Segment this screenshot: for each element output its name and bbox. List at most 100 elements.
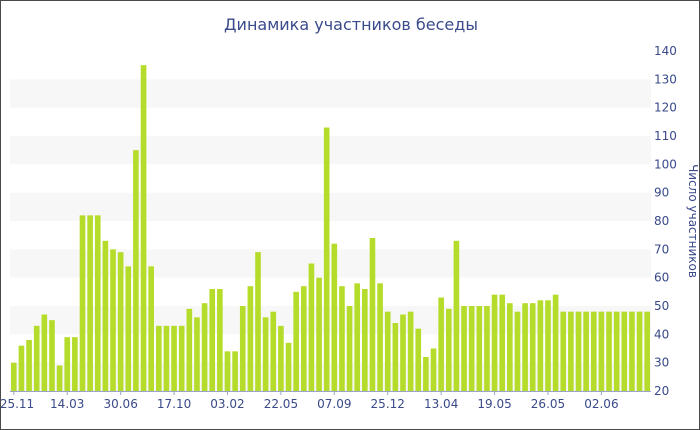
bar bbox=[339, 286, 345, 391]
bar bbox=[407, 311, 414, 391]
bar bbox=[155, 325, 162, 391]
bar bbox=[545, 300, 551, 391]
bar bbox=[568, 311, 574, 391]
x-tick-label: 25.11 bbox=[1, 397, 34, 411]
bar bbox=[346, 306, 353, 391]
bar bbox=[606, 311, 612, 391]
bar bbox=[133, 150, 139, 391]
x-tick-label: 19.05 bbox=[477, 397, 511, 411]
bar bbox=[323, 127, 330, 391]
bar bbox=[117, 252, 124, 391]
bar bbox=[354, 283, 361, 391]
x-tick-label: 25.12 bbox=[371, 397, 405, 411]
grid-band bbox=[10, 136, 651, 165]
bar bbox=[140, 65, 147, 392]
bar bbox=[377, 283, 383, 391]
bar bbox=[56, 365, 63, 391]
bar bbox=[308, 263, 315, 391]
bar bbox=[499, 294, 506, 391]
x-tick-label: 14.03 bbox=[50, 397, 84, 411]
bar bbox=[369, 238, 376, 391]
bar bbox=[445, 308, 452, 391]
bar bbox=[316, 277, 322, 391]
y-axis-ticks: 20 30 40 50 60 70 80 90 100 110 120 130 140 bbox=[654, 44, 677, 398]
bar bbox=[26, 340, 32, 391]
bar bbox=[468, 306, 475, 391]
bar bbox=[224, 351, 231, 391]
grid-bands bbox=[10, 51, 651, 391]
y-tick-label: 50 bbox=[654, 299, 669, 313]
grid-band bbox=[10, 107, 651, 136]
bar bbox=[186, 308, 193, 391]
bar bbox=[163, 325, 170, 391]
bar bbox=[392, 323, 399, 391]
x-tick-label: 17.10 bbox=[157, 397, 191, 411]
bar bbox=[217, 289, 223, 391]
bar bbox=[125, 266, 132, 391]
y-tick-label: 60 bbox=[654, 271, 669, 285]
x-axis-ticks: 25.11 14.03 30.06 17.10 03.02 22.05 07.09 25.12… bbox=[1, 391, 619, 411]
bar bbox=[438, 297, 444, 391]
bar bbox=[522, 303, 528, 391]
bar bbox=[552, 294, 559, 391]
x-tick-label: 30.06 bbox=[103, 397, 137, 411]
grid-band bbox=[10, 79, 651, 108]
bar bbox=[423, 357, 429, 391]
bar bbox=[11, 362, 17, 391]
y-tick-label: 140 bbox=[654, 44, 677, 58]
bar bbox=[644, 311, 650, 391]
grid-band bbox=[10, 249, 651, 278]
grid-band bbox=[10, 51, 651, 80]
bar bbox=[285, 342, 292, 391]
bar bbox=[400, 314, 406, 391]
y-tick-label: 70 bbox=[654, 242, 669, 256]
grid-band bbox=[10, 362, 651, 391]
bar bbox=[461, 306, 467, 391]
grid-band bbox=[10, 164, 651, 193]
y-tick-label: 90 bbox=[654, 186, 669, 200]
bar bbox=[484, 306, 490, 391]
bar bbox=[278, 325, 284, 391]
bar bbox=[636, 311, 643, 391]
bar bbox=[331, 243, 338, 391]
grid-band bbox=[10, 221, 651, 250]
bar bbox=[270, 311, 277, 391]
bar bbox=[110, 249, 116, 391]
bar bbox=[41, 314, 48, 391]
bar bbox=[621, 311, 628, 391]
y-tick-label: 110 bbox=[654, 129, 677, 143]
bar bbox=[415, 328, 422, 391]
x-tick-label: 03.02 bbox=[210, 397, 244, 411]
bar bbox=[598, 311, 605, 391]
x-tick-label: 02.06 bbox=[584, 397, 618, 411]
bar bbox=[491, 294, 498, 391]
bar bbox=[476, 306, 483, 391]
bar bbox=[148, 266, 154, 391]
bar bbox=[232, 351, 238, 391]
bar bbox=[453, 240, 460, 391]
bar bbox=[201, 303, 208, 391]
y-tick-label: 100 bbox=[654, 157, 677, 171]
grid-band bbox=[10, 192, 651, 221]
bar bbox=[171, 325, 177, 391]
grid-band bbox=[10, 334, 651, 363]
bar bbox=[79, 215, 86, 391]
bar bbox=[430, 348, 437, 391]
bar bbox=[72, 337, 78, 391]
bar bbox=[507, 303, 513, 391]
bar bbox=[384, 311, 391, 391]
grid-band bbox=[10, 306, 651, 335]
x-tick-label: 22.05 bbox=[264, 397, 298, 411]
bar bbox=[590, 311, 597, 391]
y-axis-label: Число участников bbox=[686, 164, 699, 278]
y-tick-label: 20 bbox=[654, 384, 669, 398]
bar bbox=[209, 289, 216, 391]
bar bbox=[629, 311, 635, 391]
bar bbox=[18, 345, 25, 391]
bar bbox=[300, 286, 307, 391]
bar-series bbox=[11, 65, 650, 392]
y-tick-label: 40 bbox=[654, 327, 669, 341]
bar bbox=[583, 311, 589, 391]
